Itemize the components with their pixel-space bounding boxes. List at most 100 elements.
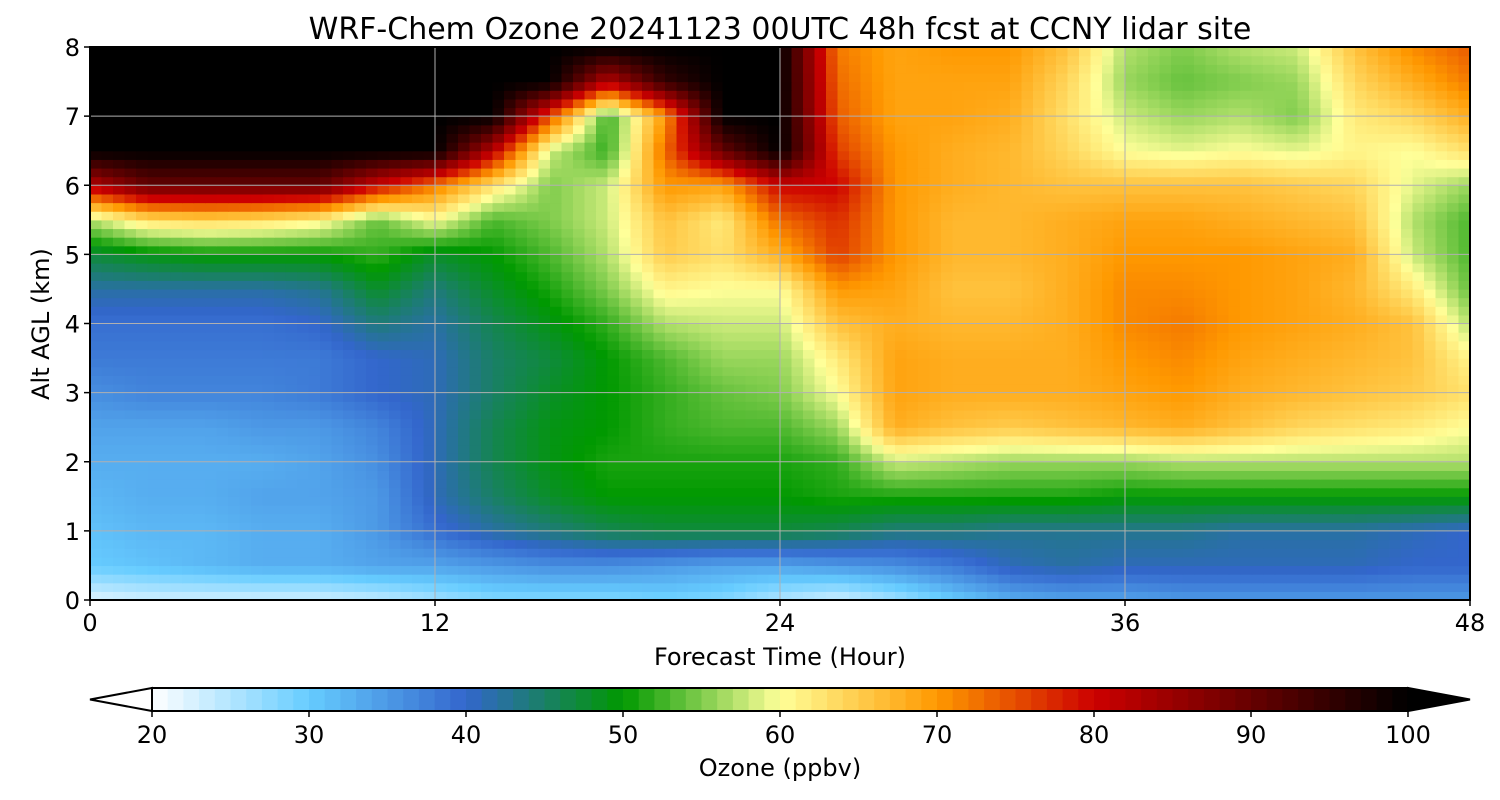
heatmap-cell — [90, 496, 103, 506]
heatmap-cell — [1320, 401, 1333, 411]
heatmap-cell — [895, 496, 908, 506]
heatmap-cell — [584, 591, 597, 601]
heatmap-cell — [1171, 418, 1184, 428]
heatmap-cell — [458, 496, 471, 506]
heatmap-cell — [607, 409, 620, 420]
heatmap-cell — [527, 444, 540, 454]
heatmap-cell — [757, 383, 770, 394]
heatmap-cell — [101, 565, 114, 575]
heatmap-cell — [722, 306, 735, 316]
heatmap-cell — [1090, 513, 1103, 523]
heatmap-cell — [435, 332, 448, 342]
heatmap-cell — [573, 383, 586, 394]
heatmap-cell — [711, 280, 724, 290]
heatmap-cell — [1309, 574, 1322, 584]
heatmap-cell — [814, 565, 827, 575]
heatmap-cell — [113, 288, 126, 299]
heatmap-cell — [1148, 591, 1161, 601]
heatmap-cell — [320, 383, 333, 394]
heatmap-cell — [1217, 409, 1230, 420]
heatmap-cell — [1067, 288, 1080, 299]
heatmap-cell — [918, 288, 931, 299]
heatmap-cell — [515, 574, 528, 584]
heatmap-cell — [619, 375, 632, 385]
heatmap-cell — [550, 323, 563, 333]
heatmap-cell — [722, 418, 735, 428]
heatmap-cell — [653, 323, 666, 333]
heatmap-cell — [780, 271, 793, 281]
heatmap-cell — [228, 461, 241, 471]
heatmap-cell — [1194, 470, 1207, 480]
heatmap-cell — [1182, 470, 1195, 480]
heatmap-cell — [1401, 548, 1414, 558]
heatmap-cell — [1355, 470, 1368, 480]
heatmap-cell — [619, 271, 632, 281]
heatmap-cell — [147, 539, 160, 549]
heatmap-cell — [90, 522, 103, 532]
heatmap-cell — [688, 548, 701, 558]
heatmap-cell — [1125, 461, 1138, 471]
heatmap-cell — [1090, 297, 1103, 307]
heatmap-cell — [630, 539, 643, 549]
heatmap-cell — [573, 522, 586, 532]
heatmap-cell — [423, 522, 436, 532]
heatmap-cell — [630, 332, 643, 342]
heatmap-cell — [446, 470, 459, 480]
heatmap-cell — [124, 245, 137, 255]
heatmap-cell — [676, 427, 689, 437]
heatmap-cell — [883, 375, 896, 385]
heatmap-cell — [527, 358, 540, 368]
heatmap-cell — [975, 496, 988, 506]
heatmap-cell — [699, 383, 712, 394]
heatmap-cell — [906, 539, 919, 549]
heatmap-cell — [745, 340, 758, 351]
heatmap-cell — [182, 427, 195, 437]
heatmap-cell — [469, 314, 482, 325]
heatmap-cell — [297, 574, 310, 584]
heatmap-cell — [492, 522, 505, 532]
heatmap-cell — [998, 323, 1011, 333]
heatmap-cell — [1447, 513, 1460, 523]
heatmap-cell — [837, 513, 850, 523]
heatmap-cell — [596, 479, 609, 489]
heatmap-cell — [1458, 453, 1471, 463]
heatmap-cell — [619, 530, 632, 541]
heatmap-cell — [596, 582, 609, 592]
heatmap-cell — [619, 349, 632, 359]
heatmap-cell — [1228, 574, 1241, 584]
heatmap-cell — [193, 591, 206, 601]
heatmap-cell — [1343, 470, 1356, 480]
heatmap-cell — [366, 392, 379, 402]
heatmap-cell — [113, 297, 126, 307]
heatmap-cell — [814, 487, 827, 497]
heatmap-cell — [1136, 504, 1149, 515]
heatmap-cell — [1458, 548, 1471, 558]
heatmap-cell — [228, 479, 241, 489]
heatmap-cell — [918, 522, 931, 532]
heatmap-cell — [860, 487, 873, 497]
heatmap-cell — [722, 288, 735, 299]
heatmap-cell — [216, 392, 229, 402]
heatmap-cell — [331, 254, 344, 264]
heatmap-cell — [1458, 392, 1471, 402]
heatmap-cell — [538, 297, 551, 307]
heatmap-cell — [711, 427, 724, 437]
heatmap-cell — [791, 254, 804, 264]
heatmap-cell — [653, 366, 666, 376]
heatmap-cell — [826, 271, 839, 281]
heatmap-cell — [941, 297, 954, 307]
heatmap-cell — [1182, 383, 1195, 394]
heatmap-cell — [573, 513, 586, 523]
heatmap-cell — [1125, 263, 1138, 273]
heatmap-cell — [584, 358, 597, 368]
heatmap-cell — [1194, 461, 1207, 471]
heatmap-cell — [239, 349, 252, 359]
heatmap-cell — [596, 271, 609, 281]
heatmap-cell — [1251, 539, 1264, 549]
heatmap-cell — [964, 409, 977, 420]
heatmap-cell — [1447, 332, 1460, 342]
heatmap-cell — [573, 401, 586, 411]
heatmap-cell — [1194, 427, 1207, 437]
heatmap-cell — [504, 401, 517, 411]
heatmap-cell — [1021, 479, 1034, 489]
